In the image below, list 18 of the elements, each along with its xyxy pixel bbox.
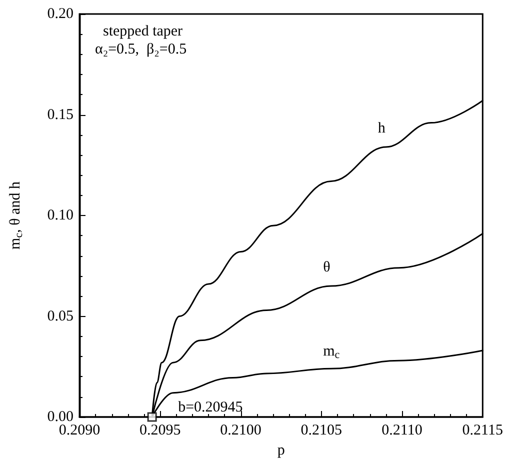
- y-tick-label: 0.05: [47, 308, 74, 324]
- y-tick-label: 0.20: [47, 6, 74, 22]
- y-tick-label: 0.15: [47, 106, 74, 123]
- x-tick-label: 0.2095: [140, 422, 181, 438]
- y-tick-label: 0.10: [47, 208, 74, 224]
- series-label: h: [378, 120, 386, 136]
- x-tick-label: 0.2100: [220, 422, 262, 438]
- x-tick-label: 0.2090: [58, 422, 100, 438]
- annotation: α₂=0.5, β₂=0.5: [95, 42, 187, 58]
- y-tick-label: 0.00: [47, 409, 74, 425]
- x-tick-label: 0.2115: [462, 422, 504, 438]
- series-label: θ: [323, 260, 330, 276]
- x-tick-label: 0.2110: [382, 422, 422, 438]
- x-tick-label: 0.2105: [300, 422, 342, 438]
- x-axis-title: p: [277, 442, 285, 458]
- annotation: b=0.20945: [178, 400, 243, 416]
- y-axis-title: mc, θ and h: [8, 181, 25, 250]
- annotation: stepped taper: [103, 24, 183, 40]
